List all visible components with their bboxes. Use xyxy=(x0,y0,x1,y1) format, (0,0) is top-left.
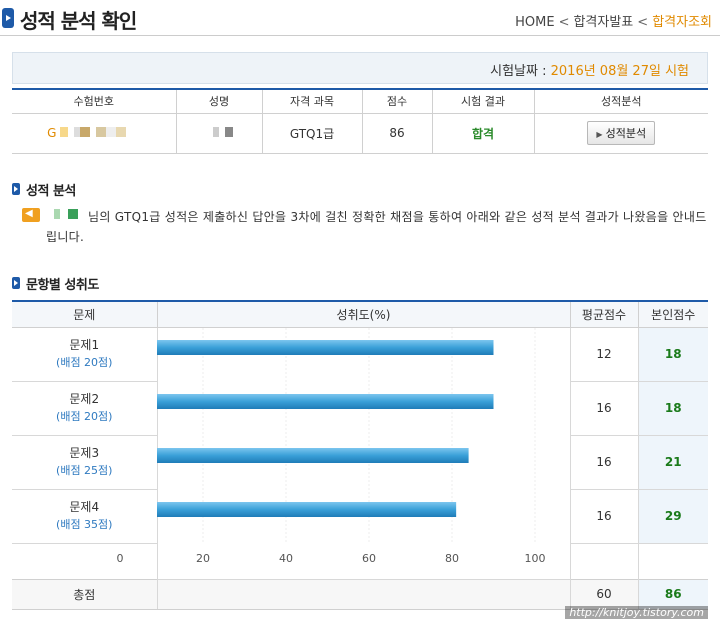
total-label: 총점 xyxy=(12,578,157,610)
question-cell: 문제3 (배점 25점) xyxy=(12,435,157,490)
avg-score-cell: 16 xyxy=(569,381,638,436)
question-points: (배점 25점) xyxy=(56,464,113,477)
chevron-left-icon: < xyxy=(637,15,649,30)
question-points: (배점 20점) xyxy=(56,356,113,369)
result-header-row: 수험번호 성명 자격 과목 점수 시험 결과 성적분석 xyxy=(12,88,708,114)
result-table: 수험번호 성명 자격 과목 점수 시험 결과 성적분석 G GTQ1급 86 합… xyxy=(12,88,708,154)
axis-spacer xyxy=(637,543,708,579)
analysis-heading: 성적 분석 xyxy=(26,184,76,199)
my-score-cell: 18 xyxy=(637,327,708,382)
exam-number-cell: G xyxy=(12,113,176,154)
arrow-right-icon: ▶ xyxy=(596,130,603,139)
name-cell xyxy=(175,113,262,154)
table-row: 문제1 (배점 20점) 12 18 xyxy=(12,327,708,580)
col-analysis: 성적분석 xyxy=(533,88,708,114)
exam-number-prefix: G xyxy=(47,126,57,140)
question-name: 문제3 xyxy=(69,446,100,460)
breadcrumb-home[interactable]: HOME xyxy=(515,15,555,30)
section-bullet-icon xyxy=(12,277,20,289)
my-score-cell: 29 xyxy=(637,489,708,544)
axis-spacer xyxy=(12,543,157,579)
col-avg: 평균점수 xyxy=(569,300,638,328)
question-cell: 문제1 (배점 20점) xyxy=(12,327,157,382)
title-bullet-icon xyxy=(2,8,14,28)
avg-score-cell: 16 xyxy=(569,489,638,544)
chevron-left-icon: < xyxy=(558,15,570,30)
blurred-name xyxy=(44,209,88,219)
section-bullet-icon xyxy=(12,183,20,195)
total-mine: 86 xyxy=(637,578,708,610)
breadcrumb-current[interactable]: 합격자조회 xyxy=(652,15,712,30)
analysis-button[interactable]: ▶ 성적분석 xyxy=(587,121,656,145)
col-question: 문제 xyxy=(12,300,157,328)
question-cell: 문제2 (배점 20점) xyxy=(12,381,157,436)
analysis-cell: ▶ 성적분석 xyxy=(533,113,708,154)
question-name: 문제1 xyxy=(69,338,100,352)
avg-score-cell: 12 xyxy=(569,327,638,382)
question-name: 문제4 xyxy=(69,500,100,514)
my-score-cell: 21 xyxy=(637,435,708,490)
watermark: http://knitjoy.tistory.com xyxy=(565,606,708,619)
exam-date: 시험날짜 : 2016년 08월 27일 시험 xyxy=(490,60,689,79)
table-row: 문제2 (배점 20점) 16 18 xyxy=(12,381,708,436)
total-row: 총점 60 86 xyxy=(12,578,708,610)
page-title: 성적 분석 확인 xyxy=(20,9,137,33)
analysis-description: 님의 GTQ1급 성적은 제출하신 답안을 3차에 걸친 정확한 채점을 통하여… xyxy=(46,210,707,244)
score-cell: 86 xyxy=(361,113,432,154)
speaker-icon[interactable] xyxy=(22,208,40,222)
question-cell: 문제4 (배점 35점) xyxy=(12,489,157,544)
chart-area xyxy=(156,327,570,580)
col-score: 점수 xyxy=(361,88,432,114)
result-cell: 합격 xyxy=(431,113,534,154)
avg-score-cell: 16 xyxy=(569,435,638,490)
col-name: 성명 xyxy=(175,88,262,114)
axis-spacer xyxy=(569,543,638,579)
breadcrumb-pass-announce[interactable]: 합격자발표 xyxy=(573,15,634,30)
achievement-heading: 문항별 성취도 xyxy=(26,278,99,293)
exam-date-label: 시험날짜 : xyxy=(490,64,547,79)
question-points: (배점 20점) xyxy=(56,410,113,423)
col-rate: 성취도(%) xyxy=(156,300,570,328)
achievement-header-row: 문제 성취도(%) 평균점수 본인점수 xyxy=(12,300,708,328)
col-mine: 본인점수 xyxy=(637,300,708,328)
analysis-button-label: 성적분석 xyxy=(605,127,647,140)
blurred-exam-number xyxy=(60,127,141,137)
exam-date-value: 2016년 08월 27일 시험 xyxy=(550,64,689,79)
my-score-cell: 18 xyxy=(637,381,708,436)
total-bar-spacer xyxy=(156,578,570,610)
subject-cell: GTQ1급 xyxy=(261,113,362,154)
col-subject: 자격 과목 xyxy=(261,88,362,114)
col-exam-number: 수험번호 xyxy=(12,88,176,114)
total-avg: 60 xyxy=(569,578,638,610)
question-name: 문제2 xyxy=(69,392,100,406)
table-row: 문제4 (배점 35점) 16 29 xyxy=(12,489,708,544)
achievement-table: 문제 성취도(%) 평균점수 본인점수 문제1 (배점 20점) 12 18 문제… xyxy=(12,300,708,610)
col-result: 시험 결과 xyxy=(431,88,534,114)
result-row: G GTQ1급 86 합격 ▶ 성적분석 xyxy=(12,113,708,154)
title-bar: 성적 분석 확인 HOME < 합격자발표 < 합격자조회 xyxy=(0,0,720,40)
table-row: 문제3 (배점 25점) 16 21 xyxy=(12,435,708,490)
exam-date-box: 시험날짜 : 2016년 08월 27일 시험 xyxy=(12,52,708,84)
title-divider xyxy=(0,35,720,36)
axis-row xyxy=(12,543,708,579)
breadcrumb: HOME < 합격자발표 < 합격자조회 xyxy=(515,11,712,30)
blurred-name xyxy=(201,127,237,137)
question-points: (배점 35점) xyxy=(56,518,113,531)
